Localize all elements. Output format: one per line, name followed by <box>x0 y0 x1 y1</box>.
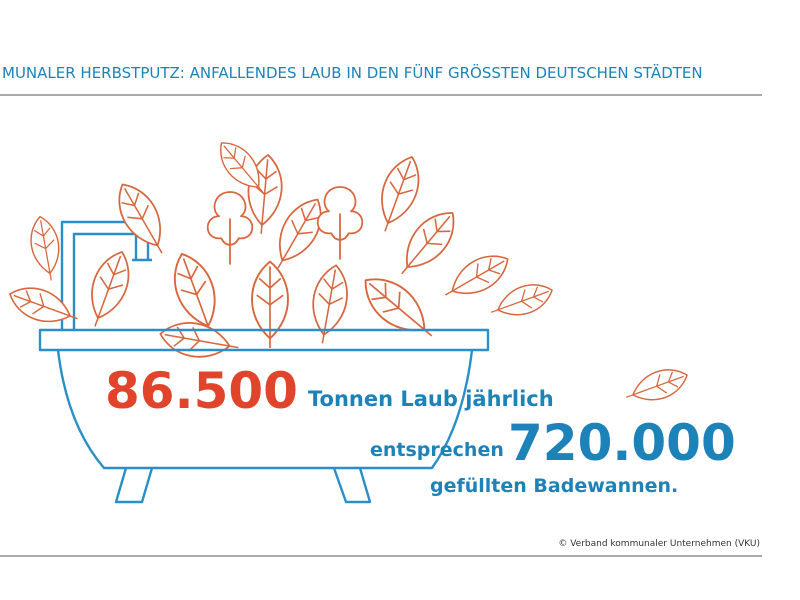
title: MUNALER HERBSTPUTZ: ANFALLENDES LAUB IN … <box>2 63 703 82</box>
equivalent-text: gefüllten Badewannen. <box>430 475 678 497</box>
bathtub <box>38 328 490 504</box>
comparison-text: entsprechen <box>370 439 504 461</box>
credit: © Verband kommunaler Unternehmen (VKU) <box>558 539 760 549</box>
amount-text: Tonnen Laub jährlich <box>308 387 554 411</box>
amount: 86.500 <box>105 362 298 420</box>
equivalent: 720.000 <box>508 414 736 472</box>
